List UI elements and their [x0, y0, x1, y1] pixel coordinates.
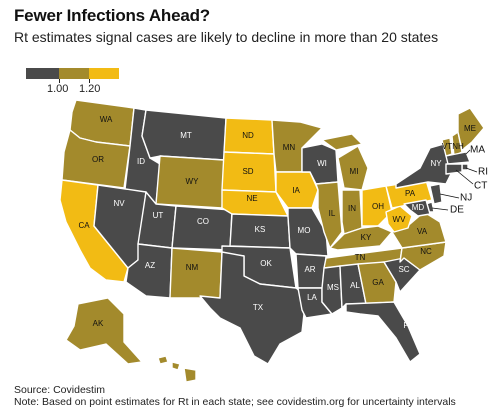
state-label-pa: PA	[405, 189, 416, 198]
state-label-la: LA	[307, 293, 317, 302]
legend-tick-2	[89, 79, 90, 83]
state-me	[457, 107, 485, 151]
leader-line-ma	[465, 149, 471, 155]
state-ma	[445, 151, 471, 165]
state-ak	[65, 297, 143, 365]
state-label-az: AZ	[145, 261, 155, 270]
state-il	[315, 181, 343, 249]
state-label-ks: KS	[255, 225, 266, 234]
leader-line-ri	[465, 167, 478, 173]
state-label-mi: MI	[350, 167, 359, 176]
state-label-nc: NC	[420, 247, 432, 256]
state-label-ri: RI	[478, 167, 488, 178]
state-label-tx: TX	[253, 303, 264, 312]
state-label-ma: MA	[470, 145, 485, 156]
state-nj	[429, 183, 443, 205]
state-label-wv: WV	[393, 215, 407, 224]
map-subtitle: Rt estimates signal cases are likely to …	[14, 29, 439, 45]
legend-swatch-mid	[59, 68, 89, 79]
source-note: Source: Covidestim	[14, 384, 106, 396]
state-label-nm: NM	[186, 263, 199, 272]
state-label-wi: WI	[317, 159, 327, 168]
state-label-ak: AK	[93, 319, 104, 328]
state-label-ga: GA	[372, 278, 384, 287]
state-oh	[361, 185, 393, 227]
legend-label-2: 1.20	[79, 83, 101, 95]
legend: 1.00 1.20	[26, 68, 126, 98]
state-label-nh: NH	[452, 142, 464, 151]
state-label-co: CO	[197, 217, 209, 226]
state-nm	[169, 247, 223, 299]
state-label-wy: WY	[186, 177, 200, 186]
state-label-de: DE	[450, 205, 464, 216]
state-label-ia: IA	[292, 186, 300, 195]
state-label-in: IN	[348, 204, 356, 213]
leader-line-de	[431, 207, 449, 211]
state-label-ok: OK	[260, 259, 272, 268]
state-nh	[451, 131, 463, 157]
state-ri	[461, 163, 469, 171]
state-label-sd: SD	[242, 167, 253, 176]
state-label-tn: TN	[355, 253, 366, 262]
state-hi	[157, 355, 197, 382]
state-label-ny: NY	[430, 159, 442, 168]
state-ga	[357, 261, 397, 305]
state-label-me: ME	[464, 124, 476, 133]
state-label-ky: KY	[361, 233, 372, 242]
state-ky	[329, 225, 393, 251]
footer: Source: Covidestim Note: Based on point …	[14, 384, 456, 408]
state-label-oh: OH	[372, 202, 384, 211]
state-co	[171, 205, 233, 251]
state-mi	[321, 133, 369, 191]
us-map: WA OR CA ID NV MT WY UT AZ CO NM ND SD NE KS OK TX MN IA MO…	[59, 99, 488, 382]
legend-swatch-low	[26, 68, 59, 79]
state-label-mo: MO	[298, 226, 311, 235]
state-label-vt: VT	[442, 142, 452, 151]
map-title: Fewer Infections Ahead?	[14, 6, 210, 25]
state-label-mn: MN	[283, 143, 296, 152]
state-label-ct: CT	[474, 181, 487, 192]
state-label-il: IL	[329, 209, 336, 218]
state-label-ar: AR	[304, 265, 315, 274]
state-tx	[199, 251, 307, 365]
state-label-nj: NJ	[460, 193, 472, 204]
state-label-sc: SC	[398, 265, 409, 274]
legend-swatch-high	[89, 68, 119, 79]
state-vt	[441, 137, 453, 157]
state-md	[403, 199, 431, 217]
footnote: Note: Based on point estimates for Rt in…	[14, 396, 456, 408]
state-label-ne: NE	[246, 194, 257, 203]
leader-line-ct	[455, 169, 474, 185]
state-label-mt: MT	[180, 131, 192, 140]
state-label-id: ID	[137, 157, 145, 166]
state-fl	[345, 301, 421, 363]
legend-tick-1	[59, 79, 60, 83]
state-label-nv: NV	[113, 199, 125, 208]
state-label-va: VA	[417, 227, 428, 236]
state-label-ca: CA	[78, 221, 90, 230]
state-label-al: AL	[350, 281, 360, 290]
legend-label-1: 1.00	[47, 83, 69, 95]
state-label-or: OR	[92, 155, 104, 164]
state-label-md: MD	[412, 203, 425, 212]
state-label-ut: UT	[153, 211, 164, 220]
state-label-wa: WA	[100, 115, 113, 124]
state-label-fl: FL	[403, 321, 413, 330]
leader-line-nj	[439, 193, 460, 199]
state-label-ms: MS	[327, 283, 339, 292]
state-label-nd: ND	[242, 131, 254, 140]
